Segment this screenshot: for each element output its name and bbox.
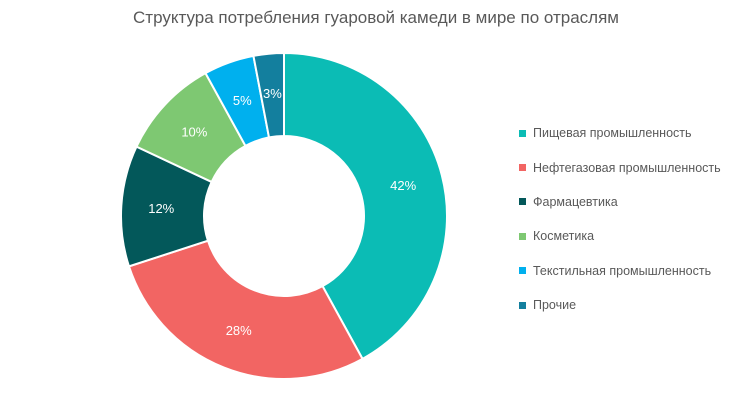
legend-item-1: Пищевая промышленность [519, 116, 721, 150]
legend-swatch [519, 232, 526, 240]
data-label-1: 42% [390, 178, 416, 193]
legend-label: Пищевая промышленность [533, 126, 692, 141]
data-label-4: 10% [181, 124, 207, 139]
donut-slice-1 [283, 51, 448, 361]
legend-item-6: Прочие [519, 288, 721, 322]
legend-item-5: Текстильная промышленность [519, 254, 721, 288]
legend-label: Косметика [533, 229, 595, 244]
donut-slice-6 [252, 51, 285, 139]
legend-item-3: Фармацевтика [519, 185, 721, 219]
legend-label: Нефтегазовая промышленность [533, 160, 721, 175]
legend-item-2: Нефтегазовая промышленность [519, 150, 721, 184]
chart-legend: Пищевая промышленность Нефтегазовая промы… [519, 116, 721, 322]
legend-swatch [519, 267, 526, 275]
legend-label: Прочие [533, 298, 577, 313]
legend-swatch [519, 198, 526, 206]
legend-item-4: Косметика [519, 219, 721, 253]
legend-swatch [519, 164, 526, 172]
chart-title: Структура потребления гуаровой камеди в … [133, 8, 619, 27]
legend-label: Фармацевтика [533, 194, 618, 209]
legend-swatch [519, 129, 526, 137]
donut-slice-2 [127, 239, 364, 380]
data-label-3: 12% [148, 201, 174, 216]
data-label-2: 28% [226, 323, 252, 338]
legend-label: Текстильная промышленность [533, 263, 712, 278]
data-label-5: 5% [233, 93, 252, 108]
data-label-6: 3% [263, 86, 282, 101]
legend-swatch [519, 301, 526, 309]
